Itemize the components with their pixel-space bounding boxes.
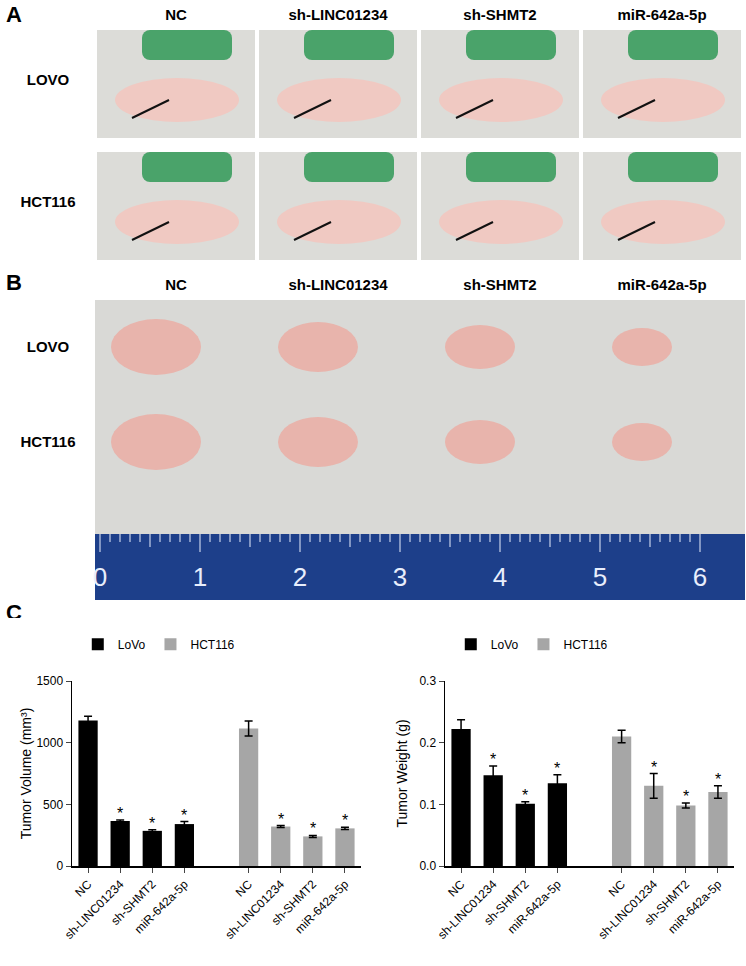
svg-text:1: 1 bbox=[193, 562, 207, 592]
svg-text:LOVO: LOVO bbox=[27, 338, 70, 355]
svg-text:sh-LINC01234: sh-LINC01234 bbox=[595, 877, 660, 942]
svg-text:A: A bbox=[6, 2, 22, 27]
svg-text:NC: NC bbox=[445, 877, 467, 899]
svg-text:NC: NC bbox=[165, 276, 187, 293]
svg-text:0.3: 0.3 bbox=[419, 674, 436, 688]
svg-text:LoVo: LoVo bbox=[118, 638, 146, 652]
svg-text:miR-642a-5p: miR-642a-5p bbox=[665, 877, 724, 936]
svg-text:*: * bbox=[117, 805, 123, 822]
svg-text:miR-642a-5p: miR-642a-5p bbox=[132, 877, 191, 936]
svg-text:HCT116: HCT116 bbox=[20, 433, 75, 450]
svg-text:sh-LINC01234: sh-LINC01234 bbox=[222, 877, 287, 942]
svg-text:sh-LINC01234: sh-LINC01234 bbox=[435, 877, 500, 942]
svg-text:B: B bbox=[6, 270, 22, 295]
svg-text:sh-LINC01234: sh-LINC01234 bbox=[62, 877, 127, 942]
svg-text:sh-SHMT2: sh-SHMT2 bbox=[642, 877, 693, 928]
svg-text:HCT116: HCT116 bbox=[190, 638, 234, 652]
svg-text:sh-LINC01234: sh-LINC01234 bbox=[288, 276, 388, 293]
svg-text:500: 500 bbox=[43, 798, 63, 812]
svg-text:miR-642a-5p: miR-642a-5p bbox=[505, 877, 564, 936]
svg-text:*: * bbox=[522, 787, 528, 804]
svg-text:*: * bbox=[490, 751, 496, 768]
svg-text:*: * bbox=[310, 820, 316, 837]
svg-text:sh-SHMT2: sh-SHMT2 bbox=[269, 877, 320, 928]
svg-text:NC: NC bbox=[72, 877, 94, 899]
svg-text:Tumor Volume (mm³): Tumor Volume (mm³) bbox=[18, 708, 34, 840]
svg-text:NC: NC bbox=[233, 877, 255, 899]
svg-text:*: * bbox=[278, 811, 284, 828]
svg-text:miR-642a-5p: miR-642a-5p bbox=[292, 877, 351, 936]
svg-text:5: 5 bbox=[593, 562, 607, 592]
svg-text:HCT116: HCT116 bbox=[20, 193, 75, 210]
svg-text:0.1: 0.1 bbox=[419, 798, 436, 812]
svg-text:NC: NC bbox=[165, 6, 187, 23]
svg-text:0.0: 0.0 bbox=[419, 859, 436, 873]
svg-text:3: 3 bbox=[393, 562, 407, 592]
svg-text:sh-SHMT2: sh-SHMT2 bbox=[108, 877, 159, 928]
svg-text:sh-SHMT2: sh-SHMT2 bbox=[481, 877, 532, 928]
svg-text:1500: 1500 bbox=[36, 674, 63, 688]
svg-text:LoVo: LoVo bbox=[491, 638, 519, 652]
svg-text:*: * bbox=[683, 788, 689, 805]
svg-text:miR-642a-5p: miR-642a-5p bbox=[617, 6, 706, 23]
svg-text:Tumor Weight (g): Tumor Weight (g) bbox=[394, 719, 410, 827]
svg-text:0.2: 0.2 bbox=[419, 736, 436, 750]
svg-text:NC: NC bbox=[606, 877, 628, 899]
svg-text:miR-642a-5p: miR-642a-5p bbox=[617, 276, 706, 293]
svg-text:sh-SHMT2: sh-SHMT2 bbox=[463, 276, 536, 293]
svg-text:sh-LINC01234: sh-LINC01234 bbox=[288, 6, 388, 23]
svg-text:0: 0 bbox=[93, 562, 107, 592]
svg-text:HCT116: HCT116 bbox=[563, 638, 607, 652]
svg-text:*: * bbox=[554, 760, 560, 777]
svg-text:sh-SHMT2: sh-SHMT2 bbox=[463, 6, 536, 23]
svg-text:*: * bbox=[181, 807, 187, 824]
svg-text:*: * bbox=[149, 815, 155, 832]
svg-text:*: * bbox=[342, 812, 348, 829]
svg-text:LOVO: LOVO bbox=[27, 71, 70, 88]
svg-text:*: * bbox=[715, 771, 721, 788]
html-text:C: C bbox=[6, 600, 22, 625]
svg-text:1000: 1000 bbox=[36, 736, 63, 750]
svg-text:6: 6 bbox=[693, 562, 707, 592]
svg-text:4: 4 bbox=[493, 562, 507, 592]
svg-text:0: 0 bbox=[56, 859, 63, 873]
svg-text:2: 2 bbox=[293, 562, 307, 592]
svg-text:*: * bbox=[651, 759, 657, 776]
